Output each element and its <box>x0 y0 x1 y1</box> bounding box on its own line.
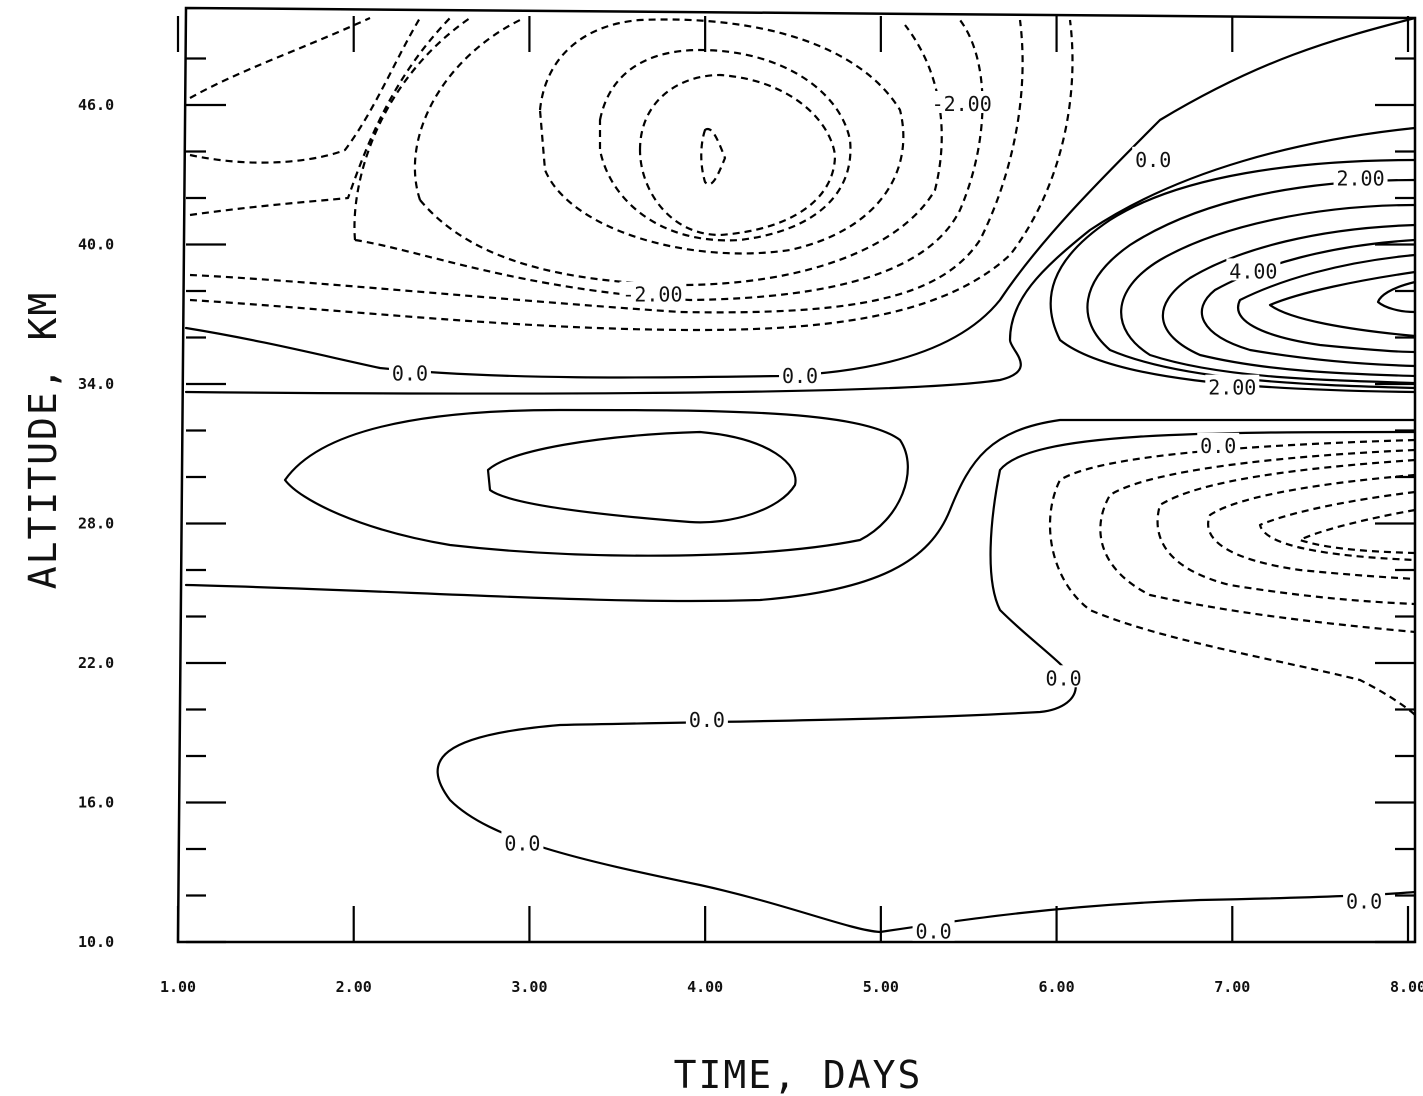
contour-dashed <box>189 17 421 164</box>
contour-solid <box>1161 223 1417 378</box>
contour-dashed <box>1048 438 1416 716</box>
contour-label: 0.0 <box>392 362 428 386</box>
plot-frame <box>176 6 1417 944</box>
contour-label-bg <box>912 918 955 941</box>
contour-label: -2.00 <box>622 283 682 307</box>
contour-dashed <box>1298 508 1416 555</box>
x-tick-label: 6.00 <box>1039 978 1075 996</box>
contour-solid <box>184 16 1417 379</box>
y-tick-label: 10.0 <box>78 933 114 951</box>
contour-label: -2.00 <box>932 92 992 116</box>
x-tick-label: 5.00 <box>863 978 899 996</box>
contour-solid <box>1237 253 1417 354</box>
contour-dashed <box>189 19 1024 314</box>
contour-dashed <box>538 18 905 255</box>
contour-label: 2.00 <box>1336 166 1384 190</box>
contour-label: 0.0 <box>782 364 818 388</box>
contour-label: 4.00 <box>1229 259 1277 283</box>
contour-solid <box>184 126 1417 395</box>
contour-dashed <box>353 17 984 302</box>
contour-dashed <box>700 127 727 186</box>
contour-label: 0.0 <box>689 708 725 732</box>
contour-solid <box>436 430 1417 934</box>
y-tick-label: 34.0 <box>78 375 114 393</box>
contour-solid <box>486 430 797 524</box>
contour-dashed <box>1099 448 1416 634</box>
contour-label-bg <box>388 360 431 383</box>
contour-label: 0.0 <box>1135 148 1171 172</box>
contour-dashed <box>1207 473 1416 581</box>
contour-label: 0.0 <box>1200 434 1236 458</box>
contour-label: 0.0 <box>1346 889 1382 913</box>
contour-label-bg <box>1197 432 1240 455</box>
contour-dashed <box>1258 490 1416 562</box>
y-axis-title: ALTITUDE, KM <box>21 291 65 590</box>
contour-dashed <box>189 17 451 217</box>
contour-lines <box>184 16 1417 934</box>
contour-solid <box>1268 270 1417 338</box>
contour-solid <box>184 418 1417 603</box>
y-tick-label: 22.0 <box>78 654 114 672</box>
contour-dashed <box>638 73 837 237</box>
y-tick-labels: 10.0 16.0 22.0 28.0 34.0 40.0 46.0 <box>78 96 114 951</box>
contour-label-bg <box>501 830 544 853</box>
contour-dashed <box>598 48 852 242</box>
y-tick-label: 16.0 <box>78 794 114 812</box>
contour-label-bg <box>1226 258 1281 281</box>
contour-label: 2.00 <box>1208 376 1256 400</box>
x-tick-label: 1.00 <box>160 978 196 996</box>
y-tick-label: 40.0 <box>78 236 114 254</box>
contour-label-bg <box>619 281 686 304</box>
contour-solid <box>1120 203 1417 385</box>
contour-label: 0.0 <box>916 920 952 944</box>
x-tick-labels: 1.00 2.00 3.00 4.00 5.00 6.00 7.00 8.00 <box>160 978 1423 996</box>
contour-label-bg <box>1132 146 1175 169</box>
contour-dashed <box>189 19 1074 332</box>
y-tick-label: 46.0 <box>78 96 114 114</box>
x-tick-label: 8.00 <box>1390 978 1423 996</box>
contour-dashed <box>189 16 371 99</box>
contour-solid <box>1200 238 1417 368</box>
x-tick-label: 7.00 <box>1214 978 1250 996</box>
x-tick-label: 4.00 <box>687 978 723 996</box>
contour-label: 0.0 <box>1046 666 1082 690</box>
contour-solid <box>1376 280 1417 314</box>
x-tick-label: 2.00 <box>336 978 372 996</box>
contour-label-bg <box>779 363 822 386</box>
contour-solid <box>283 408 909 557</box>
contour-label-bg <box>685 707 728 730</box>
contour-dashed <box>413 19 943 287</box>
contour-label-bg <box>1333 165 1388 188</box>
contour-dashed <box>1156 458 1416 606</box>
x-tick-label: 3.00 <box>511 978 547 996</box>
x-axis-title: TIME, DAYS <box>674 1053 923 1096</box>
contour-label-bg <box>1343 888 1386 911</box>
y-tick-label: 28.0 <box>78 515 114 533</box>
contour-label-bg <box>1205 374 1260 397</box>
contour-solid <box>1086 178 1417 390</box>
contour-labels: 0.0 0.0 -2.00 -2.00 0.0 2.00 4.00 2.00 0.0 0.0 0.0… <box>388 91 1388 944</box>
contour-label-bg <box>1042 665 1085 688</box>
contour-label-bg <box>928 91 995 113</box>
contour-label: 0.0 <box>504 831 540 855</box>
